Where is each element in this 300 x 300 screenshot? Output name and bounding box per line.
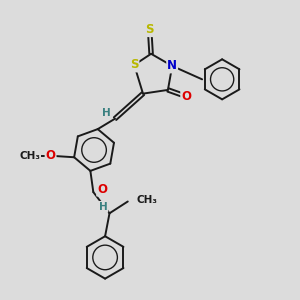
- Text: O: O: [181, 90, 191, 103]
- Text: S: S: [146, 23, 154, 36]
- Text: O: O: [46, 149, 56, 162]
- Text: CH₃: CH₃: [19, 151, 40, 161]
- Text: N: N: [167, 59, 177, 73]
- Text: O: O: [97, 183, 107, 196]
- Text: H: H: [99, 202, 107, 212]
- Text: CH₃: CH₃: [136, 195, 157, 205]
- Text: H: H: [102, 108, 111, 118]
- Text: S: S: [130, 58, 139, 71]
